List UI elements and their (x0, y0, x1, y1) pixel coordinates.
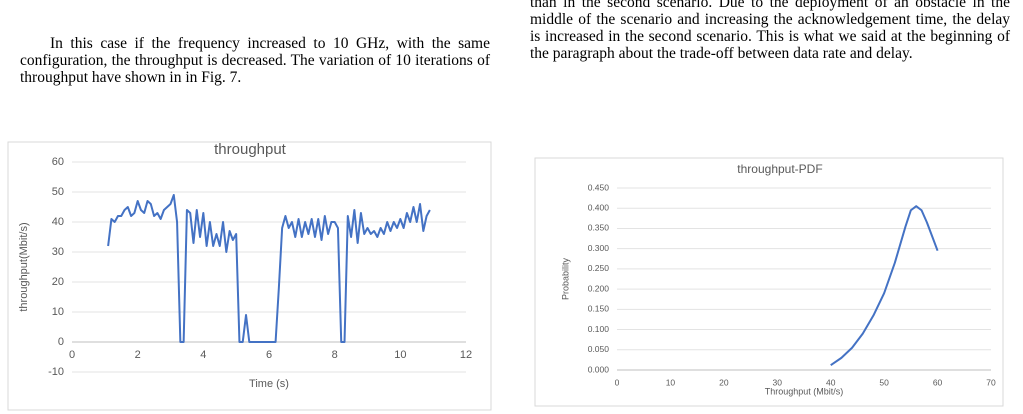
data-line (830, 205, 939, 366)
y-tick-label: 0.050 (588, 344, 610, 354)
x-tick-label: 60 (933, 377, 943, 387)
y-axis-label: throughput(Mbit/s) (18, 222, 30, 311)
paragraph: than in the second scenario. Due to the … (530, 0, 1010, 62)
y-tick-label: 0 (58, 336, 64, 348)
y-tick-label: 0.350 (588, 223, 610, 233)
y-tick-label: 50 (52, 186, 64, 198)
x-tick-label: 50 (879, 377, 889, 387)
y-axis-label: Probability (560, 257, 570, 300)
y-tick-label: -10 (48, 366, 64, 378)
x-tick-label: 2 (135, 349, 141, 361)
y-tick-label: 30 (52, 246, 64, 258)
paragraph: In this case if the frequency increased … (20, 35, 490, 86)
x-tick-label: 4 (200, 349, 206, 361)
x-tick-label: 8 (332, 349, 338, 361)
x-tick-label: 10 (394, 349, 406, 361)
x-tick-label: 20 (719, 377, 729, 387)
x-tick-label: 40 (826, 377, 836, 387)
y-tick-label: 0.450 (588, 182, 610, 192)
x-tick-label: 0 (615, 377, 620, 387)
y-tick-label: 20 (52, 276, 64, 288)
x-tick-label: 6 (266, 349, 272, 361)
x-tick-label: 70 (986, 377, 996, 387)
y-tick-label: 0.150 (588, 304, 610, 314)
chart-title: throughput-PDF (737, 162, 822, 176)
y-tick-label: 0.100 (588, 324, 610, 334)
y-tick-label: 0.200 (588, 283, 610, 293)
x-tick-label: 10 (666, 377, 676, 387)
chart-frame (534, 157, 1004, 407)
chart-title: throughput (214, 141, 287, 158)
y-tick-label: 0.000 (588, 364, 610, 374)
y-tick-label: 0.250 (588, 263, 610, 273)
y-tick-label: 0.300 (588, 243, 610, 253)
x-axis-label: Time (s) (249, 378, 289, 390)
x-tick-label: 0 (69, 349, 75, 361)
y-tick-label: 40 (52, 216, 64, 228)
chart-frame (7, 141, 492, 411)
x-tick-label: 12 (460, 349, 472, 361)
y-tick-label: 0.400 (588, 202, 610, 212)
x-tick-label: 30 (773, 377, 783, 387)
data-line (107, 194, 431, 343)
y-tick-label: 10 (52, 306, 64, 318)
x-axis-label: Throughput (Mbit/s) (765, 386, 844, 396)
y-tick-label: 60 (52, 156, 64, 168)
